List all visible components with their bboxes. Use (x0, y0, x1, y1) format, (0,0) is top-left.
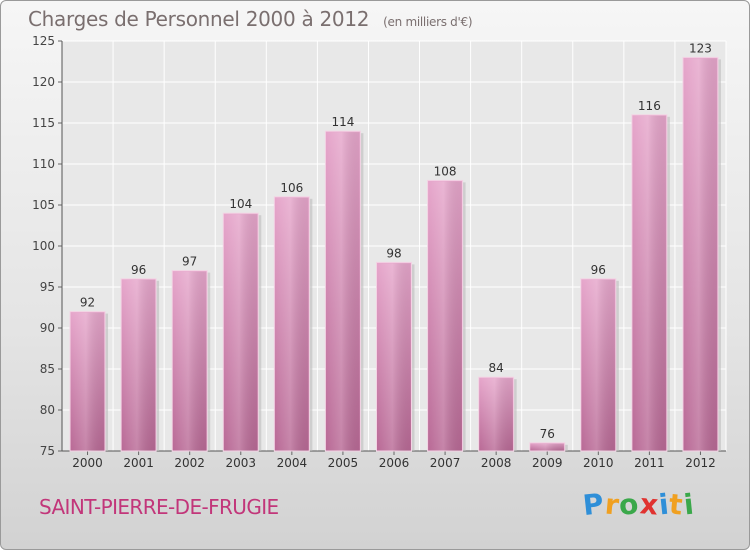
x-tick-label: 2006 (379, 456, 410, 470)
data-label: 92 (80, 296, 95, 310)
bar-highlight (377, 263, 411, 451)
labels: 75 80 85 90 95 100 105 110 115 120 125 92 2000 96 2001… (32, 34, 716, 470)
y-tick-label: 125 (32, 34, 55, 48)
commune-name: SAINT-PIERRE-DE-FRUGIE (39, 495, 279, 519)
data-label: 96 (591, 263, 606, 277)
y-tick-label: 95 (40, 280, 55, 294)
x-tick-label: 2005 (328, 456, 359, 470)
data-label: 108 (434, 164, 457, 178)
y-tick-label: 115 (32, 116, 55, 130)
logo-letter: o (617, 487, 642, 522)
logo-letter: i (681, 487, 696, 522)
x-tick-label: 2010 (583, 456, 614, 470)
x-tick-label: 2007 (430, 456, 461, 470)
logo-letter: P (581, 486, 607, 523)
bar-highlight (581, 279, 615, 451)
y-tick-label: 120 (32, 75, 55, 89)
x-tick-label: 2001 (123, 456, 154, 470)
bars (69, 56, 721, 452)
x-tick-label: 2012 (685, 456, 716, 470)
data-label: 106 (280, 181, 303, 195)
y-tick-label: 105 (32, 198, 55, 212)
data-label: 96 (131, 263, 146, 277)
data-label: 76 (540, 427, 555, 441)
chart-subtitle: (en milliers d'€) (383, 15, 473, 29)
chart-title-text: Charges de Personnel 2000 à 2012 (28, 7, 370, 31)
x-tick-label: 2008 (481, 456, 512, 470)
bar-highlight (530, 443, 564, 451)
y-tick-label: 100 (32, 239, 55, 253)
bar-highlight (71, 312, 105, 451)
bar-highlight (224, 214, 258, 451)
x-tick-label: 2003 (225, 456, 256, 470)
data-label: 97 (182, 255, 197, 269)
bar-highlight (173, 271, 207, 451)
data-label: 114 (331, 115, 354, 129)
bar-highlight (122, 279, 156, 451)
x-tick-label: 2011 (634, 456, 665, 470)
proxiti-logo: Proxiti (581, 486, 696, 523)
y-tick-label: 85 (40, 362, 55, 376)
bar-highlight (428, 181, 462, 451)
y-tick-label: 90 (40, 321, 55, 335)
y-tick-label: 110 (32, 157, 55, 171)
bar-highlight (275, 197, 309, 451)
y-tick-label: 80 (40, 403, 55, 417)
data-label: 104 (229, 197, 252, 211)
data-label: 116 (638, 99, 661, 113)
y-tick-label: 75 (40, 444, 55, 458)
bar-highlight (326, 132, 360, 451)
bar-highlight (632, 115, 666, 452)
bar-highlight (479, 378, 513, 451)
bar-highlight (683, 58, 717, 452)
x-tick-label: 2009 (532, 456, 563, 470)
x-tick-label: 2004 (277, 456, 308, 470)
data-label: 84 (489, 361, 504, 375)
data-label: 98 (386, 246, 401, 260)
x-tick-label: 2002 (174, 456, 205, 470)
x-tick-label: 2000 (72, 456, 103, 470)
chart-title: Charges de Personnel 2000 à 2012 (en mill… (28, 7, 473, 31)
data-label: 123 (689, 41, 712, 55)
